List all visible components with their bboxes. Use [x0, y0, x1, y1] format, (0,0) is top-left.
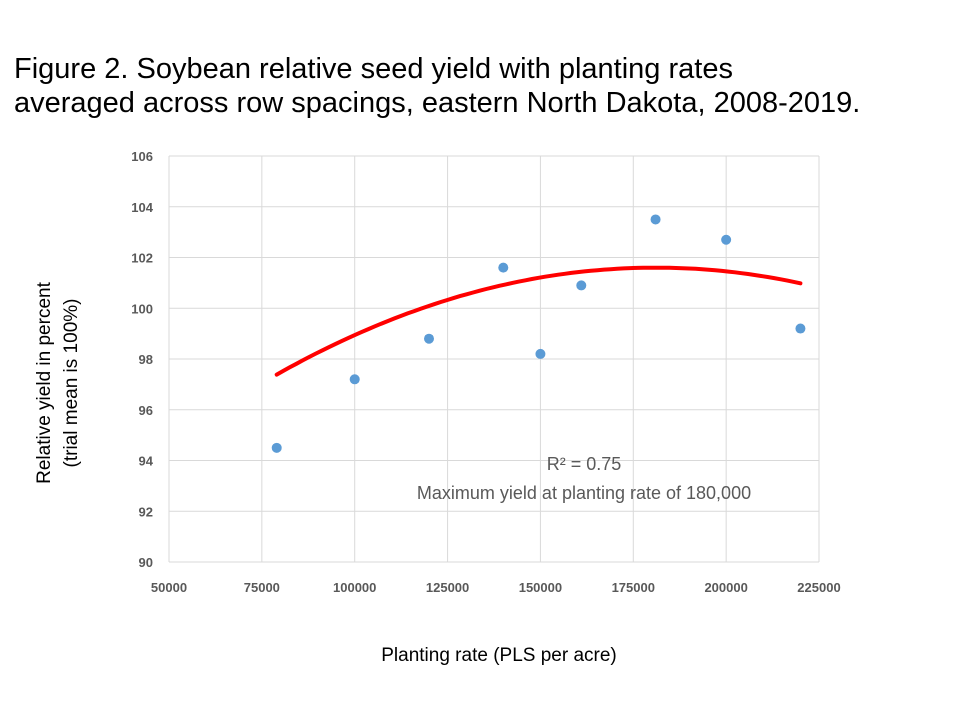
data-point — [795, 323, 806, 334]
data-points — [271, 214, 806, 453]
y-axis-title-line2: (trial mean is 100%) — [61, 299, 82, 468]
data-point — [535, 348, 546, 359]
trendline — [274, 265, 803, 377]
r-squared-annotation: R² = 0.75 — [547, 454, 622, 474]
y-tick-label: 94 — [139, 454, 154, 469]
x-tick-label: 175000 — [612, 580, 655, 595]
data-point — [498, 262, 509, 273]
grid-lines — [168, 155, 820, 563]
x-tick-label: 50000 — [151, 580, 187, 595]
data-point — [424, 333, 434, 344]
y-tick-label: 98 — [139, 352, 153, 367]
x-tick-label: 200000 — [704, 580, 747, 595]
figure-title-line1: Figure 2. Soybean relative seed yield wi… — [14, 53, 733, 85]
y-tick-label: 106 — [131, 149, 153, 164]
y-tick-label: 96 — [139, 403, 153, 418]
data-point — [650, 214, 661, 225]
figure-title: Figure 2. Soybean relative seed yield wi… — [14, 52, 954, 120]
max-yield-annotation: Maximum yield at planting rate of 180,00… — [417, 483, 751, 503]
y-tick-label: 100 — [131, 301, 153, 316]
x-axis-ticks: 50000 75000 100000 125000 150000 175000 200000… — [151, 580, 841, 595]
x-axis-title: Planting rate (PLS per acre) — [381, 645, 617, 666]
x-tick-label: 100000 — [333, 580, 376, 595]
data-point — [721, 234, 732, 245]
y-axis-title: Relative yield in percent (trial mean is… — [34, 281, 82, 483]
y-axis-title-line1: Relative yield in percent — [34, 281, 55, 483]
data-point — [349, 374, 360, 385]
y-tick-label: 90 — [139, 555, 153, 570]
y-axis-ticks: 90 92 94 96 98 100 102 104 106 — [131, 149, 153, 570]
x-tick-label: 125000 — [426, 580, 469, 595]
x-tick-label: 150000 — [519, 580, 562, 595]
x-tick-label: 75000 — [244, 580, 280, 595]
figure-title-line2: averaged across row spacings, eastern No… — [14, 87, 861, 119]
y-tick-label: 104 — [131, 200, 153, 215]
y-tick-label: 92 — [139, 504, 153, 519]
data-point — [271, 442, 282, 453]
data-point — [576, 280, 587, 291]
y-tick-label: 102 — [131, 251, 153, 266]
x-tick-label: 225000 — [797, 580, 840, 595]
